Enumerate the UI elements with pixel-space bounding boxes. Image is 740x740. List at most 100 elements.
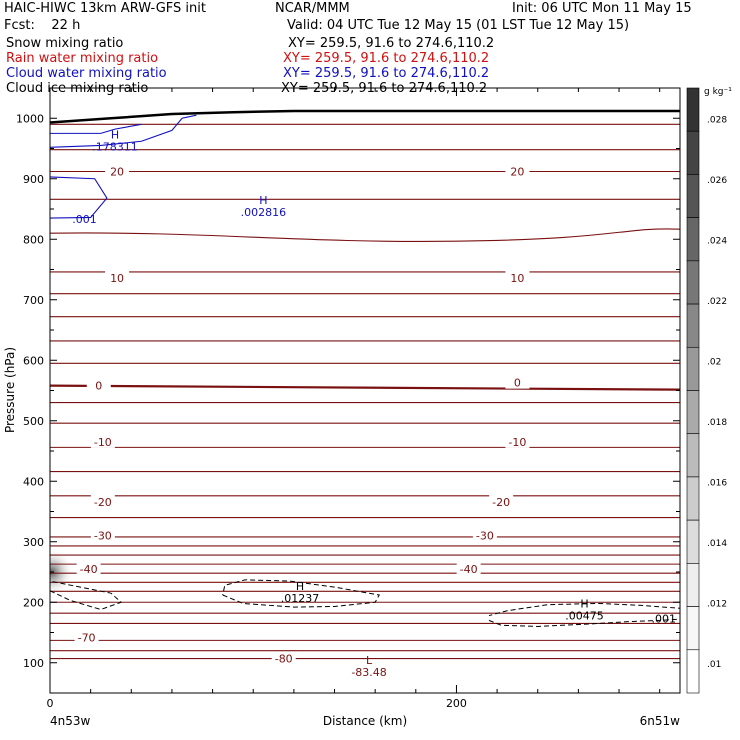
field-xy-snow: XY= 259.5, 91.6 to 274.6,110.2 <box>288 36 495 51</box>
colorbar-swatch <box>686 130 700 175</box>
extremum-marker: L <box>366 654 373 667</box>
isotherm-label: -40 <box>80 563 98 576</box>
colorbar-swatch <box>686 563 700 607</box>
extremum-value: .001 <box>72 213 97 226</box>
colorbar-tick-label: .018 <box>707 418 727 428</box>
field-xy-cloud-water: XY= 259.5, 91.6 to 274.6,110.2 <box>283 66 490 81</box>
isotherm-label-bg <box>472 528 497 542</box>
colorbar-swatch <box>686 606 700 651</box>
isotherm-label-bg <box>505 164 530 178</box>
isotherm-label: -20 <box>492 496 510 509</box>
x-axis-title: Distance (km) <box>323 714 407 728</box>
y-tick-label: 800 <box>23 233 44 246</box>
extremum-value: .178311 <box>92 141 138 154</box>
isotherm-label-bg <box>90 494 115 508</box>
isotherm-label: -80 <box>275 653 293 666</box>
endpoint-left: 4n53w <box>50 714 91 728</box>
y-tick-label: 900 <box>23 173 44 186</box>
colorbar-swatch <box>686 390 700 435</box>
isotherm-label-bg <box>505 434 530 448</box>
extremum-marker: H <box>111 129 119 142</box>
cloud-water-contour <box>50 176 108 219</box>
isotherm-label-bg <box>86 378 111 392</box>
extremum-value: .001 <box>651 613 676 626</box>
terrain-line <box>50 109 680 124</box>
y-tick-label: 100 <box>23 657 44 670</box>
isotherm-label-bg <box>105 270 130 284</box>
fcst-label: Fcst: 22 h <box>4 18 81 33</box>
colorbar-swatch <box>686 346 700 391</box>
y-tick-label: 300 <box>23 536 44 549</box>
isotherm-label: -20 <box>94 496 112 509</box>
isotherm-label-bg <box>456 561 481 575</box>
colorbar-swatch <box>686 476 700 521</box>
isotherm-label: 10 <box>110 272 124 285</box>
y-tick-label: 500 <box>23 415 44 428</box>
colorbar-tick-label: .016 <box>707 478 727 488</box>
isotherm-label-bg <box>271 651 296 665</box>
colorbar-swatch <box>686 260 700 305</box>
colorbar-tick-label: .028 <box>707 115 727 125</box>
colorbar-tick-label: .012 <box>707 599 727 609</box>
isotherm-label-bg <box>90 434 115 448</box>
isotherm-label: -70 <box>78 631 96 644</box>
isotherm-label: -40 <box>460 563 478 576</box>
isotherm-label: -30 <box>476 530 494 543</box>
isotherm-label: -10 <box>94 436 112 449</box>
isotherm-label: 0 <box>514 377 521 390</box>
y-tick-label: 700 <box>23 294 44 307</box>
isotherm-label: 0 <box>95 380 102 393</box>
extremum-value: .00475 <box>565 610 604 623</box>
isotherm-label-bg <box>505 270 530 284</box>
ice-shading <box>50 548 74 596</box>
field-name-rain: Rain water mixing ratio <box>6 51 159 66</box>
cloud-water-contour <box>50 114 197 148</box>
colorbar-tick-label: .01 <box>707 660 721 670</box>
plot-area: -80 -70 -40 -40 -30 -30 -20 -20 -10 -10 0 0 10 10 20 20… <box>50 109 680 679</box>
colorbar-tick-label: .022 <box>707 297 727 307</box>
isotherm-line <box>50 228 680 242</box>
field-name-snow: Snow mixing ratio <box>6 36 124 51</box>
colorbar-swatch <box>686 303 700 348</box>
ice-contour <box>488 602 680 627</box>
y-tick-label: 200 <box>23 596 44 609</box>
extremum-value: .002816 <box>241 206 287 219</box>
valid-label: Valid: 04 UTC Tue 12 May 15 (01 LST Tue … <box>287 18 630 33</box>
y-tick-label: 1000 <box>16 112 44 125</box>
colorbar-swatch <box>686 519 700 564</box>
colorbar-swatch <box>686 433 700 478</box>
isotherm-label-bg <box>76 561 101 575</box>
field-name-cloud-water: Cloud water mixing ratio <box>6 66 167 81</box>
colorbar-tick-label: .014 <box>707 539 727 549</box>
y-tick-label: 400 <box>23 475 44 488</box>
y-axis-title: Pressure (hPa) <box>3 347 17 433</box>
endpoint-right: 6n51w <box>640 714 681 728</box>
x-tick-label: 200 <box>446 697 467 710</box>
x-tick-label: 0 <box>47 697 54 710</box>
colorbar-swatch <box>686 649 700 694</box>
isotherm-label: 20 <box>110 165 124 178</box>
extremum-marker: H <box>296 580 304 593</box>
field-xy-rain: XY= 259.5, 91.6 to 274.6,110.2 <box>283 51 490 66</box>
ice-contour <box>222 579 381 608</box>
isotherm-label: -10 <box>508 436 526 449</box>
extremum-value: .01237 <box>281 592 320 605</box>
colorbar-swatch <box>686 174 700 218</box>
isotherm-label-bg <box>489 494 514 508</box>
extremum-marker: H <box>580 598 588 611</box>
extremum-value: -83.48 <box>351 666 386 679</box>
isotherm-label-bg <box>90 528 115 542</box>
init-label: Init: 06 UTC Mon 11 May 15 <box>512 1 692 16</box>
isotherm-label: -30 <box>94 530 112 543</box>
org-label: NCAR/MMM <box>275 1 350 16</box>
colorbar-units: g kg⁻¹ <box>704 87 732 97</box>
colorbar-swatch <box>686 217 700 262</box>
cloud-water-contour <box>50 123 142 134</box>
plot-title: HAIC-HIWC 13km ARW-GFS init <box>4 1 206 16</box>
ice-contour <box>50 580 123 611</box>
colorbar-tick-label: .02 <box>707 357 721 367</box>
extremum-marker: H <box>259 194 267 207</box>
isotherm-line <box>50 384 680 391</box>
